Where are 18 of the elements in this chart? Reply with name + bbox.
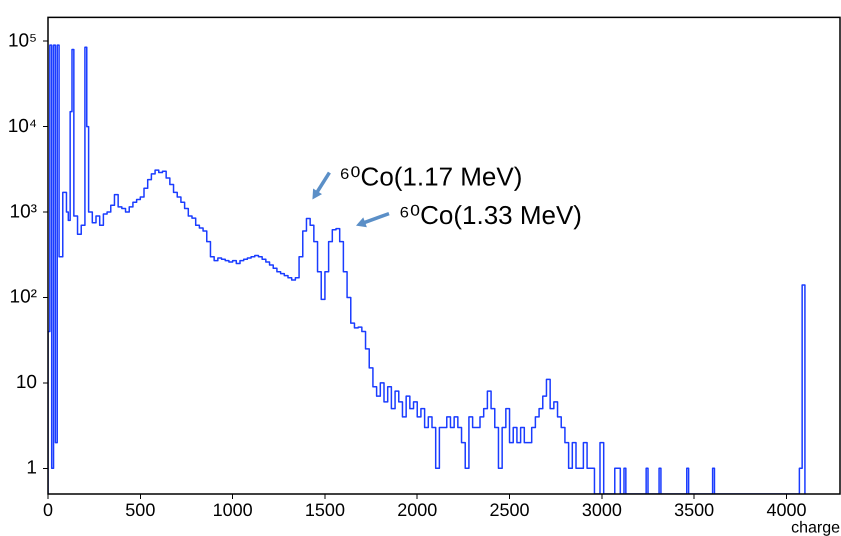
y-tick-label: 10⁴ [8, 116, 37, 137]
y-tick-label: 10² [10, 286, 37, 308]
y-tick-label: 10 [16, 372, 37, 394]
x-tick-label: 0 [42, 500, 54, 520]
x-tick-label: 2500 [490, 500, 530, 520]
annotation: ⁶⁰Co(1.33 MeV) [399, 200, 582, 230]
x-tick-label: 2000 [397, 500, 438, 520]
y-tick-label: 10³ [10, 201, 37, 222]
x-tick-label: 3000 [582, 500, 622, 520]
x-tick-label: 1500 [304, 500, 345, 520]
x-tick-label: 3500 [674, 500, 714, 520]
x-tick-label: 4000 [766, 500, 806, 520]
y-tick-label: 1 [26, 458, 37, 479]
x-tick-label: 500 [125, 500, 156, 520]
y-tick-label: 10⁵ [8, 30, 37, 52]
x-tick-label: 1000 [212, 500, 253, 520]
annotation: ⁶⁰Co(1.17 MeV) [339, 162, 522, 192]
x-axis-title: charge [791, 519, 840, 536]
